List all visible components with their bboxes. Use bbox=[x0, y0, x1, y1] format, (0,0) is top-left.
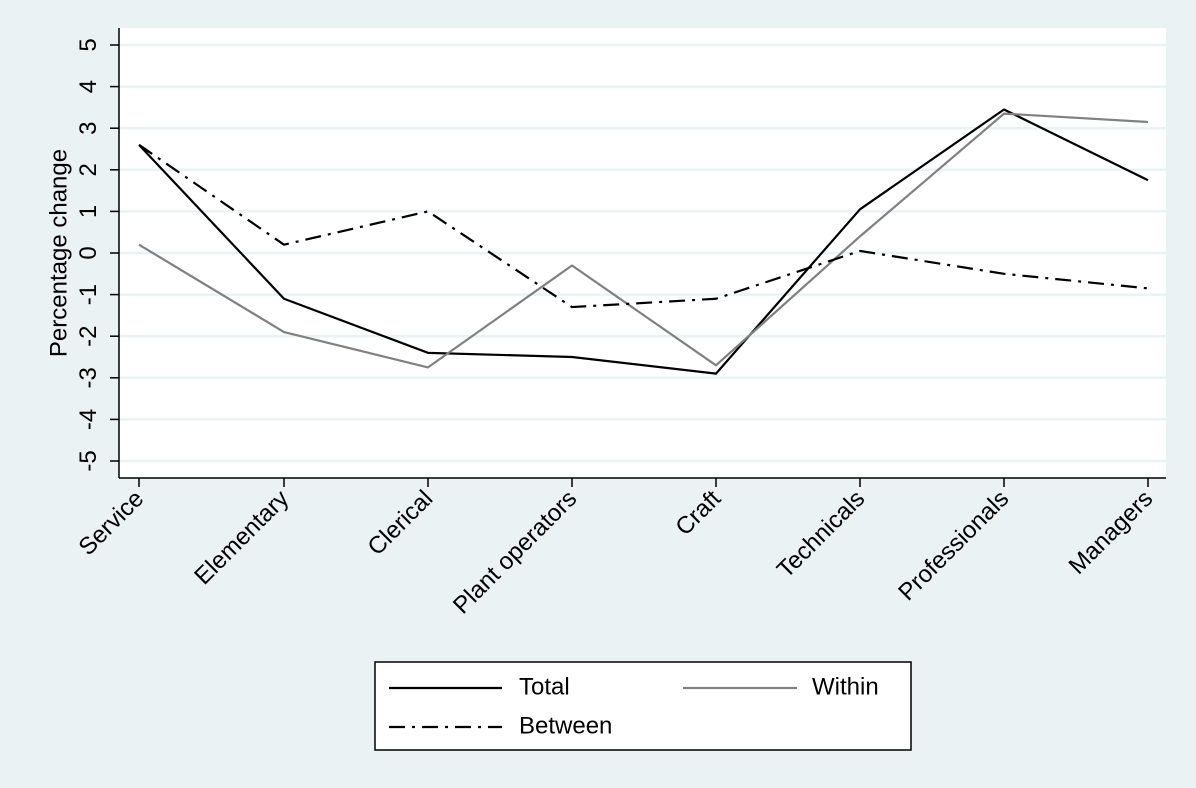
y-tick-label: -3 bbox=[75, 367, 102, 388]
legend-items: Total Within Between bbox=[389, 673, 879, 739]
x-tick-label: Craft bbox=[670, 485, 726, 541]
legend: Total Within Between bbox=[374, 661, 912, 751]
x-tick-labels: Service Elementary Clerical Plant operators… bbox=[74, 485, 1159, 619]
series-line-total bbox=[138, 108, 1149, 375]
y-tick-labels: 5 4 3 2 1 0 -1 -2 -3 -4 -5 bbox=[75, 38, 102, 471]
x-tick-label: Elementary bbox=[189, 485, 294, 590]
x-tick-label: Clerical bbox=[363, 485, 439, 561]
legend-label-total: Total bbox=[519, 673, 570, 700]
y-tick-label: 1 bbox=[75, 205, 102, 218]
gridlines bbox=[119, 43, 1166, 463]
y-tick-label: 0 bbox=[75, 246, 102, 259]
x-tick-label: Managers bbox=[1064, 485, 1159, 580]
series-lines bbox=[138, 108, 1149, 375]
legend-label-between: Between bbox=[519, 712, 612, 739]
x-tick-label: Professionals bbox=[893, 485, 1014, 606]
y-axis-title: Percentage change bbox=[45, 149, 72, 357]
legend-box bbox=[374, 661, 912, 751]
x-tick-label: Technicals bbox=[772, 485, 870, 583]
series-line-within bbox=[138, 112, 1149, 369]
y-tick-label: -1 bbox=[75, 284, 102, 305]
y-tick-label: -5 bbox=[75, 450, 102, 471]
y-tick-label: 5 bbox=[75, 38, 102, 51]
x-tick-label: Service bbox=[74, 485, 150, 561]
y-tick-label: 3 bbox=[75, 122, 102, 135]
y-tick-label: 4 bbox=[75, 80, 102, 93]
y-tick-label: -4 bbox=[75, 409, 102, 430]
legend-label-within: Within bbox=[812, 673, 879, 700]
x-tick-label: Plant operators bbox=[448, 485, 582, 619]
y-tick-label: -2 bbox=[75, 326, 102, 347]
axes bbox=[110, 28, 1166, 487]
y-tick-label: 2 bbox=[75, 163, 102, 176]
series-line-between bbox=[138, 143, 1149, 309]
